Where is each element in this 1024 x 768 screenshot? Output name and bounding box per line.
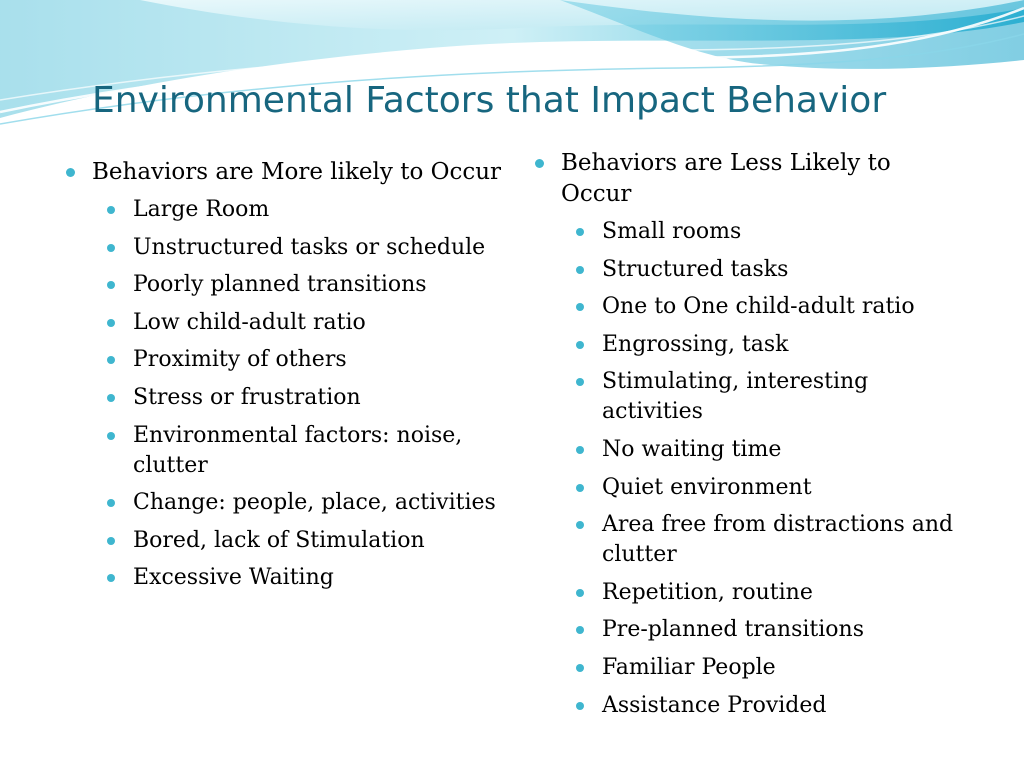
right-heading: Behaviors are Less Likely to Occur bbox=[533, 148, 963, 210]
left-heading: Behaviors are More likely to Occur bbox=[64, 157, 504, 188]
wave-banner bbox=[0, 0, 1024, 125]
list-item: Quiet environment bbox=[574, 473, 963, 503]
list-item: Stress or frustration bbox=[105, 383, 504, 413]
wave-stroke-3 bbox=[0, 33, 1024, 125]
list-item: Environmental factors: noise, clutter bbox=[105, 421, 504, 481]
right-list: Small rooms Structured tasks One to One … bbox=[533, 217, 963, 721]
list-item: Area free from distractions and clutter bbox=[574, 510, 963, 570]
list-item: Pre-planned transitions bbox=[574, 615, 963, 645]
list-item: Assistance Provided bbox=[574, 691, 963, 721]
list-item: No waiting time bbox=[574, 435, 963, 465]
list-item: Engrossing, task bbox=[574, 330, 963, 360]
wave-stroke-1 bbox=[0, 6, 1024, 114]
list-item: Familiar People bbox=[574, 653, 963, 683]
list-item: Bored, lack of Stimulation bbox=[105, 526, 504, 556]
list-item: Stimulating, interesting activities bbox=[574, 367, 963, 427]
left-list: Large Room Unstructured tasks or schedul… bbox=[64, 195, 504, 593]
list-item: Proximity of others bbox=[105, 345, 504, 375]
wave-stroke-2 bbox=[0, 15, 1024, 101]
list-item: Poorly planned transitions bbox=[105, 270, 504, 300]
slide-title: Environmental Factors that Impact Behavi… bbox=[92, 80, 887, 121]
right-column: Behaviors are Less Likely to Occur Small… bbox=[533, 148, 963, 728]
list-item: Large Room bbox=[105, 195, 504, 225]
list-item: Low child-adult ratio bbox=[105, 308, 504, 338]
list-item: Unstructured tasks or schedule bbox=[105, 233, 504, 263]
list-item: Repetition, routine bbox=[574, 578, 963, 608]
wave-right-accent bbox=[560, 0, 1024, 69]
list-item: One to One child-adult ratio bbox=[574, 292, 963, 322]
list-item: Structured tasks bbox=[574, 255, 963, 285]
list-item: Change: people, place, activities bbox=[105, 488, 504, 518]
list-item: Excessive Waiting bbox=[105, 563, 504, 593]
list-item: Small rooms bbox=[574, 217, 963, 247]
left-column: Behaviors are More likely to Occur Large… bbox=[64, 157, 504, 601]
